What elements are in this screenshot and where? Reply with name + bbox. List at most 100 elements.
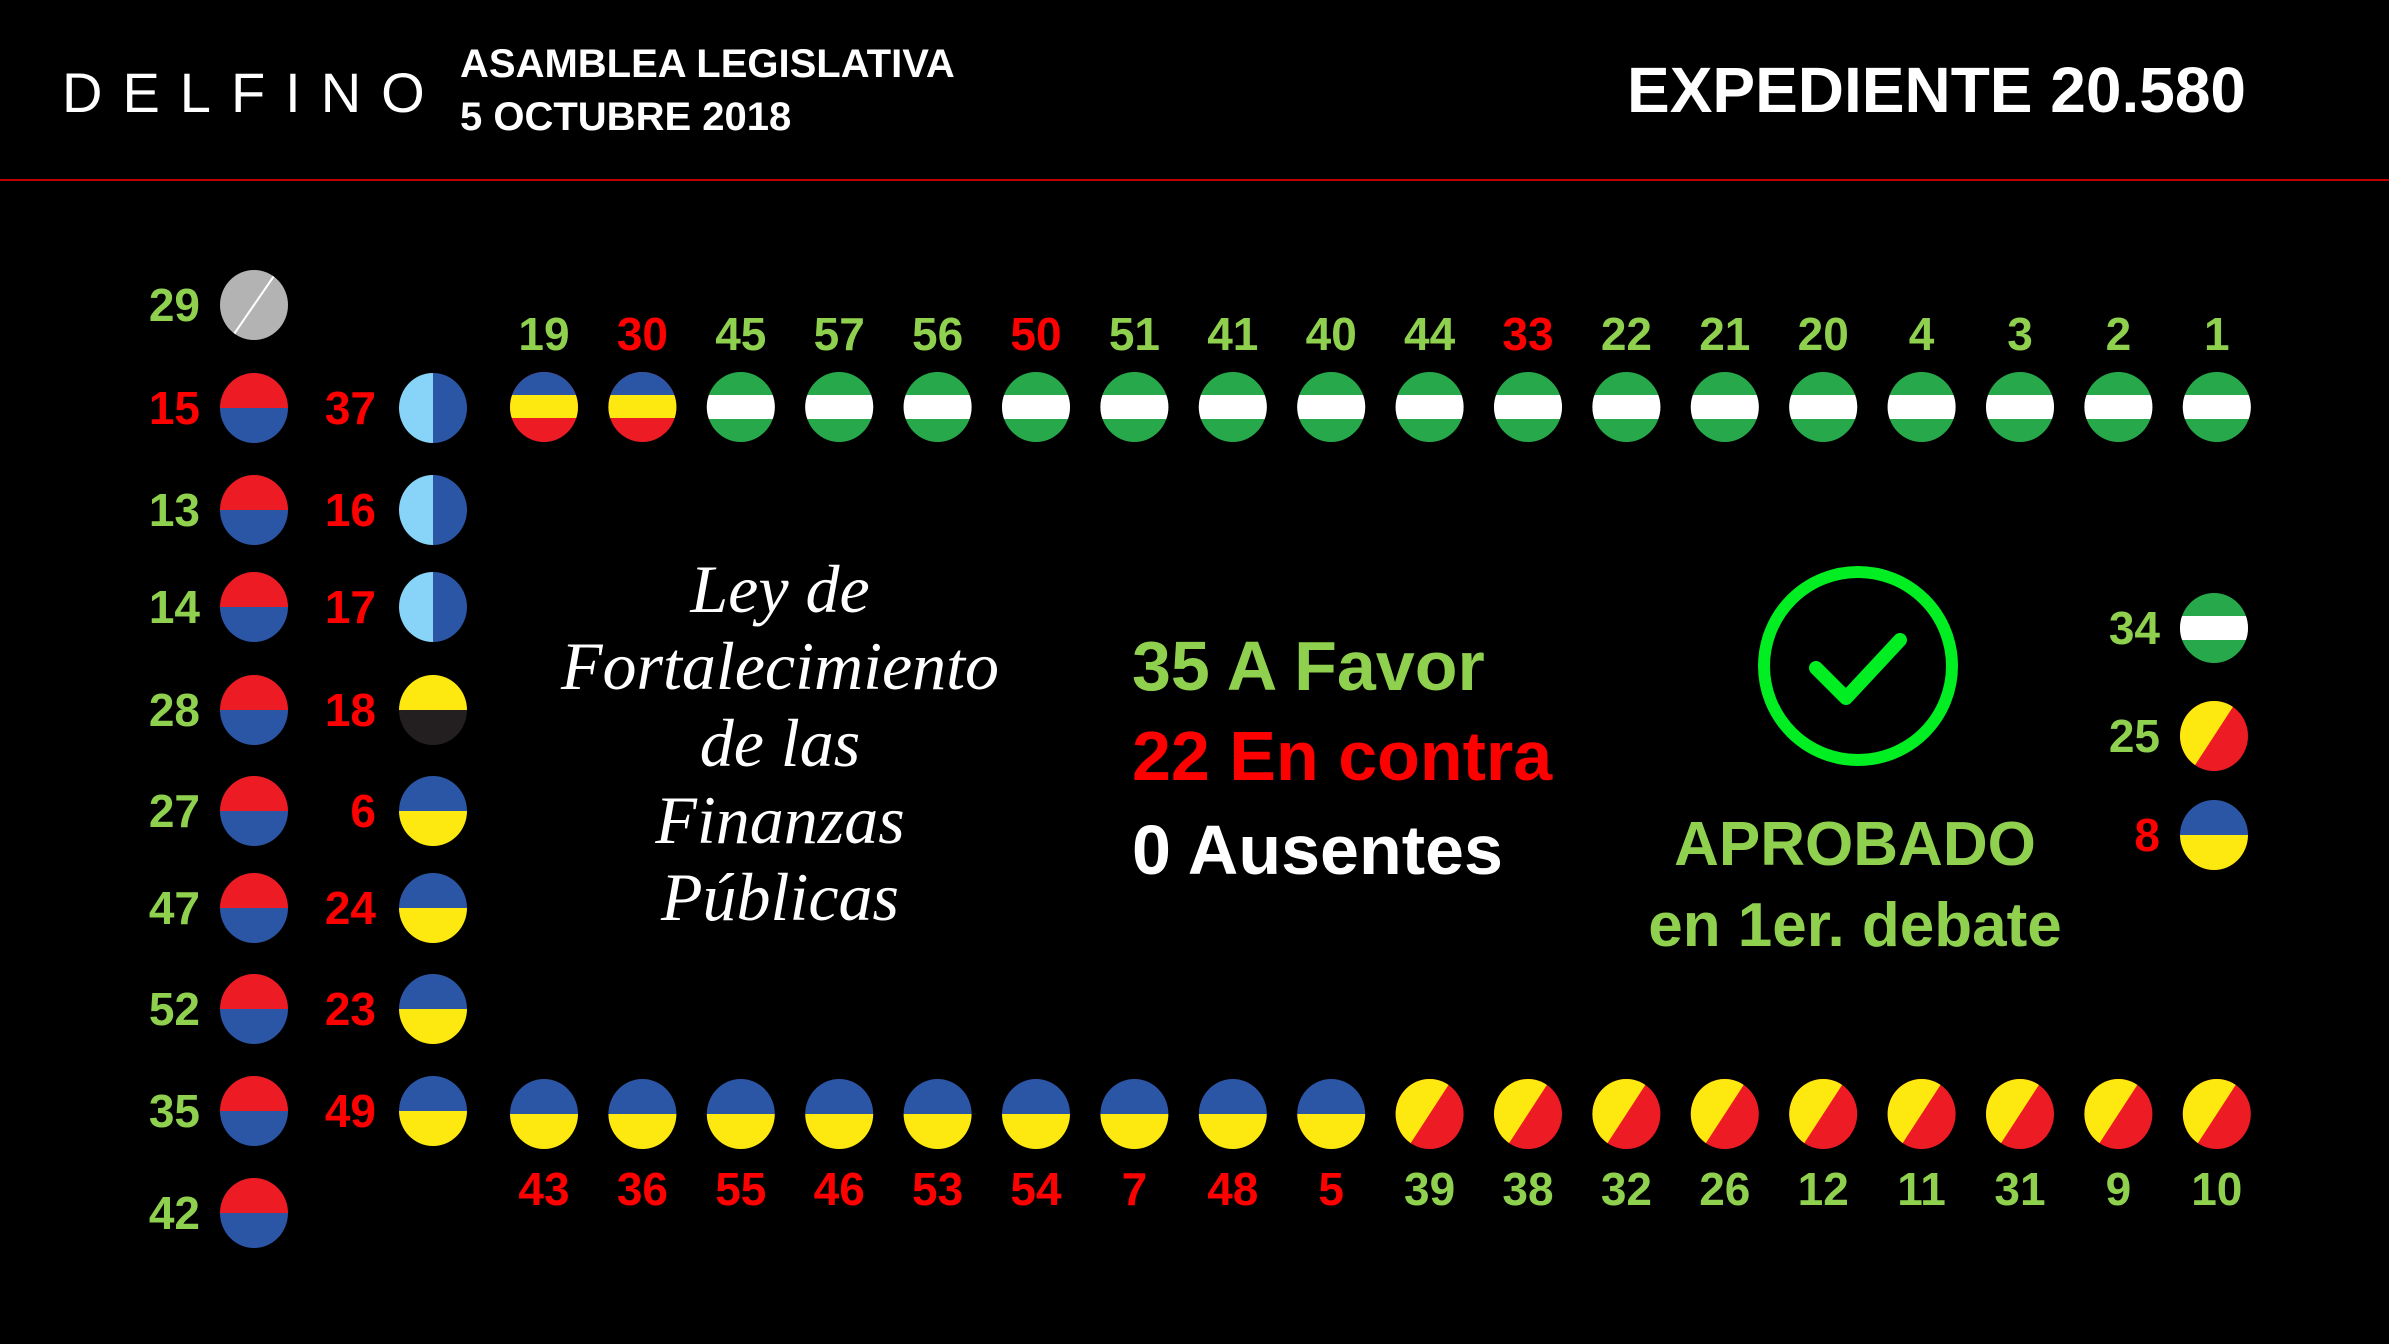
party-flag-icon [1494,1079,1562,1149]
check-circle-icon [1758,566,1958,766]
seat-29: 29 [149,270,288,340]
party-flag-icon [1395,372,1464,442]
seat-2: 2 [2084,308,2153,442]
seat-number: 45 [715,308,766,360]
seat-number: 23 [325,983,376,1035]
party-flag-icon [1002,372,1070,442]
party-flag-icon [1198,372,1267,442]
absent-count: 0 Ausentes [1132,811,1503,889]
seat-22: 22 [1592,308,1661,442]
seat-33: 33 [1494,308,1562,442]
seat-21: 21 [1690,308,1759,442]
seat-number: 10 [2191,1163,2242,1215]
party-flag-icon [2084,1079,2153,1149]
seat-40: 40 [1297,308,1366,442]
favor-count: 35 A Favor [1132,627,1485,705]
seat-number: 50 [1010,308,1061,360]
party-flag-icon [1789,372,1858,442]
party-flag-icon [1297,372,1366,442]
seat-number: 49 [325,1085,376,1137]
seat-number: 55 [715,1163,766,1215]
bill-title-line: de las [700,705,861,781]
seat-57: 57 [805,308,874,442]
seat-number: 54 [1010,1163,1062,1215]
party-flag-icon [1494,372,1562,442]
seat-10: 10 [2182,1079,2251,1215]
party-flag-icon [1986,372,2054,442]
seat-number: 42 [149,1187,200,1239]
party-flag-icon [220,776,288,846]
seat-number: 25 [2109,710,2160,762]
party-flag-icon [2182,372,2251,442]
seat-number: 43 [518,1163,569,1215]
seat-55: 55 [706,1079,775,1215]
result-stage: en 1er. debate [1648,891,2062,960]
seat-number: 47 [149,882,200,934]
seat-4: 4 [1887,308,1956,442]
seat-number: 20 [1798,308,1849,360]
seat-number: 35 [149,1085,200,1137]
seat-number: 46 [814,1163,865,1215]
seat-39: 39 [1395,1079,1464,1215]
party-flag-icon [1986,1079,2054,1149]
seat-3: 3 [1986,308,2054,442]
seat-51: 51 [1100,308,1169,442]
party-flag-icon [1690,372,1759,442]
seat-number: 14 [149,581,201,633]
party-flag-icon [903,372,972,442]
seat-number: 37 [325,382,376,434]
seat-number: 39 [1404,1163,1455,1215]
seat-11: 11 [1887,1079,1956,1215]
seat-number: 29 [149,279,200,331]
seat-20: 20 [1789,308,1858,442]
party-flag-icon [2180,701,2248,771]
seat-25: 25 [2109,701,2248,771]
seat-56: 56 [903,308,972,442]
result: APROBADO en 1er. debate [1648,566,2062,960]
party-flag-icon [1887,1079,1956,1149]
seat-41: 41 [1198,308,1267,442]
bill-title-line: Fortalecimiento [560,628,999,704]
assembly-name: ASAMBLEA LEGISLATIVA [460,42,955,86]
seat-number: 41 [1207,308,1258,360]
bill-title-line: Públicas [660,859,899,935]
party-flag-icon [1789,1079,1858,1149]
seat-number: 26 [1699,1163,1750,1215]
seat-26: 26 [1690,1079,1759,1215]
seat-number: 51 [1109,308,1160,360]
contra-count: 22 En contra [1132,717,1553,795]
party-flag-icon [706,372,775,442]
party-flag-icon [706,1079,775,1149]
seat-number: 52 [149,983,200,1035]
seat-number: 22 [1601,308,1652,360]
seat-44: 44 [1395,308,1464,442]
seat-number: 33 [1502,308,1553,360]
party-flag-icon [2084,372,2153,442]
seat-number: 18 [325,684,376,736]
expediente-number: EXPEDIENTE 20.580 [1627,54,2246,126]
seat-27: 27 [149,776,288,846]
seat-32: 32 [1592,1079,1661,1215]
header-divider [0,179,2389,181]
party-flag-icon [1395,1079,1464,1149]
seat-number: 4 [1909,308,1935,360]
seat-number: 27 [149,785,200,837]
seat-number: 38 [1502,1163,1553,1215]
seat-31: 31 [1986,1079,2054,1215]
seat-number: 5 [1318,1163,1344,1215]
seat-9: 9 [2084,1079,2153,1215]
seat-number: 30 [617,308,668,360]
seat-number: 3 [2007,308,2033,360]
seat-number: 2 [2106,308,2132,360]
seat-number: 32 [1601,1163,1652,1215]
seat-number: 40 [1306,308,1357,360]
seat-38: 38 [1494,1079,1562,1215]
party-flag-icon [220,270,288,340]
result-status: APROBADO [1674,810,2036,879]
seat-number: 48 [1207,1163,1258,1215]
party-flag-icon [1887,372,1956,442]
seat-number: 1 [2204,308,2230,360]
seat-number: 56 [912,308,963,360]
bill-title-line: Ley de [689,551,869,627]
